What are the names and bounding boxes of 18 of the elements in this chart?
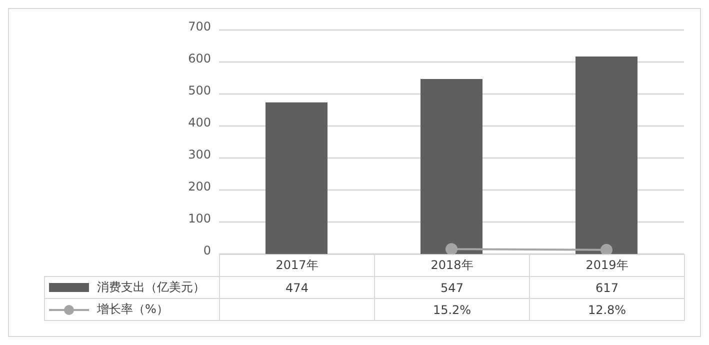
legend-label: 增长率（%） (44, 298, 220, 320)
y-tick-label: 100 (188, 211, 211, 226)
data-label: 12.8% (530, 298, 684, 320)
y-tick-label: 300 (188, 147, 211, 162)
data-label: 15.2% (374, 298, 530, 320)
y-tick-label: 0 (203, 243, 211, 258)
x-tick-label: 2018年 (374, 254, 530, 276)
y-tick-label: 400 (188, 115, 211, 130)
y-tick-label: 600 (188, 51, 211, 66)
y-tick-label: 700 (188, 19, 211, 34)
y-tick-label: 500 (188, 83, 211, 98)
x-tick-label: 2019年 (530, 254, 684, 276)
x-tick-label: 2017年 (220, 254, 374, 276)
legend-label: 消费支出（亿美元） (44, 276, 220, 298)
data-label: 474 (220, 276, 374, 298)
data-label: 617 (530, 276, 684, 298)
y-tick-label: 200 (188, 179, 211, 194)
data-label: 547 (374, 276, 530, 298)
